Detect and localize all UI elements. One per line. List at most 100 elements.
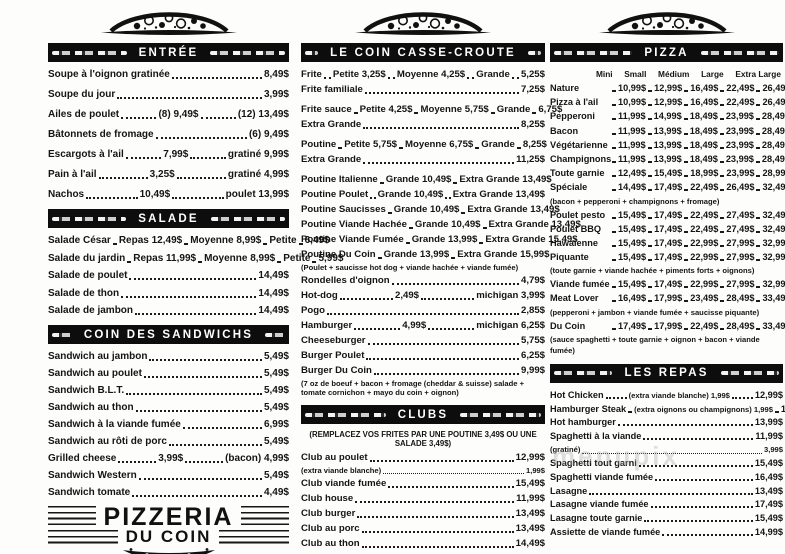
dot-leader <box>720 189 725 192</box>
item-value: 5,49$ <box>263 470 289 481</box>
dot-leader <box>720 175 725 178</box>
item-value: Petite <box>269 235 297 246</box>
item-name: Poutine Italienne <box>301 174 378 185</box>
dot-leader <box>172 197 224 199</box>
pizza-crest-icon <box>355 12 491 35</box>
dot-leader <box>650 506 753 509</box>
item-value: Grande 10,49$ <box>377 189 444 200</box>
item-value: 15,49$ <box>654 168 683 179</box>
item-value: 13,99$ <box>653 153 682 164</box>
item-name: Salade de poulet <box>48 270 128 281</box>
item-value: 15,49$ <box>618 279 647 290</box>
item-value: Petite 3,25$ <box>332 69 386 80</box>
menu-section: COIN DES SANDWICHS Sandwich au jambon 5,49… <box>48 325 289 499</box>
dot-leader <box>125 157 162 159</box>
item-value: 3,99$ <box>763 445 783 454</box>
item-value: Moyenne 6,75$ <box>405 139 474 150</box>
dot-leader <box>643 438 754 441</box>
logo-scallop-icon <box>122 548 215 554</box>
item-name: Pain à l'ail <box>48 169 97 180</box>
dot-leader <box>756 189 761 192</box>
item-name: Salade de jambon <box>48 305 134 316</box>
item-name: Club au poulet <box>301 452 368 463</box>
dot-leader <box>648 327 653 330</box>
item-value: 17,49$ <box>654 252 683 263</box>
header-streak <box>210 216 286 221</box>
dot-leader <box>298 243 303 245</box>
dot-leader <box>720 244 725 247</box>
dot-leader <box>648 175 653 178</box>
dot-leader <box>719 160 724 163</box>
menu-item: Poutine Saucisses Grande 10,49$ Extra Gran… <box>301 204 560 216</box>
item-value: 17,99$ <box>654 320 683 331</box>
item-name: Frite sauce <box>301 104 352 115</box>
header-streak <box>554 371 613 376</box>
dot-leader <box>684 327 689 330</box>
section-header: SALADE <box>48 209 289 228</box>
dot-leader <box>482 227 487 229</box>
item-value: 11,99$ <box>618 153 646 164</box>
dot-leader <box>683 118 688 121</box>
item-value: 10,99$ <box>618 83 647 93</box>
item-value: 22,49$ <box>690 209 719 220</box>
dot-leader <box>355 501 515 503</box>
size-column-label: Large <box>701 69 724 79</box>
item-value: 16,49$ <box>690 97 719 108</box>
menu-item: Assiette de viande fumée 14,99$ <box>550 527 783 538</box>
dot-leader <box>647 118 652 121</box>
item-value: 32,99$ <box>762 237 785 248</box>
dot-leader <box>647 160 652 163</box>
dot-leader <box>367 343 519 345</box>
dot-leader <box>388 486 514 488</box>
menu-item: Lasagne toute garnie 15,49$ <box>550 513 783 524</box>
item-value: (bacon) 4,99$ <box>225 453 290 464</box>
section-title: PIZZA <box>644 46 689 59</box>
item-name: Salade du jardin <box>48 252 126 264</box>
item-name: Sandwich B.L.T. <box>48 385 125 396</box>
item-value: 17,49$ <box>654 279 683 290</box>
item-value: 6,25$ <box>520 350 545 361</box>
dot-leader <box>756 90 761 92</box>
item-name: Soupe du jour <box>48 89 116 100</box>
dot-leader <box>648 286 653 289</box>
item-value: 15,49$ <box>754 458 783 468</box>
dot-leader <box>647 132 652 135</box>
dot-leader <box>453 182 458 184</box>
item-value: 14,49$ <box>515 538 545 549</box>
item-value: 5,49$ <box>263 385 289 396</box>
menu-item: Ailes de poulet (8) 9,49$ (12) 13,49$ <box>48 109 289 121</box>
item-value: 15,49$ <box>515 478 545 489</box>
menu-item: Club au porc 13,49$ <box>301 523 545 535</box>
middle-sections: LE COIN CASSE-CROUTE Frite Petite 3,25$ Moy… <box>301 43 581 554</box>
item-name: Poulet pesto <box>550 209 606 220</box>
menu-column-right: PIZZA Mini Small Médium Large Extra Large Natu… <box>550 0 785 541</box>
dot-leader <box>684 175 689 178</box>
item-name: Hot Chicken <box>550 389 604 400</box>
item-value: Extra Grande 13,49$ <box>452 189 545 200</box>
item-name: Frite familiale <box>301 84 363 95</box>
item-value: 11,99$ <box>755 431 783 442</box>
dot-leader <box>323 77 331 79</box>
item-value: michigan 6,25$ <box>476 320 545 331</box>
menu-item: (extra viande blanche) 1,99$ <box>301 466 545 475</box>
dot-leader <box>451 257 456 259</box>
item-value: 28,49$ <box>761 125 785 136</box>
item-value: 14,49$ <box>258 270 289 281</box>
item-name: Grilled cheese <box>48 453 117 464</box>
dot-leader <box>490 112 495 114</box>
dot-leader <box>612 104 616 107</box>
item-value: Petite 4,25$ <box>359 104 413 115</box>
item-value: 17,49$ <box>654 209 683 220</box>
item-value: 14,49$ <box>258 305 289 316</box>
item-name: (Poulet + saucisse hot dog + viande hach… <box>301 263 519 272</box>
menu-item: Sandwich à la viande fumée 6,99$ <box>48 419 289 431</box>
item-name: Extra Grande <box>301 154 362 165</box>
dot-leader <box>357 516 514 518</box>
item-value: Grande <box>476 69 510 80</box>
dot-leader <box>121 295 257 298</box>
dot-leader <box>756 286 761 289</box>
dot-leader <box>366 358 519 360</box>
dot-leader <box>138 478 262 480</box>
item-value: 6,99$ <box>263 419 289 430</box>
menu-item: Poulet BBQ 15,49$ 17,49$ 22,49$ 27,49$ 32,49$ <box>550 224 785 235</box>
